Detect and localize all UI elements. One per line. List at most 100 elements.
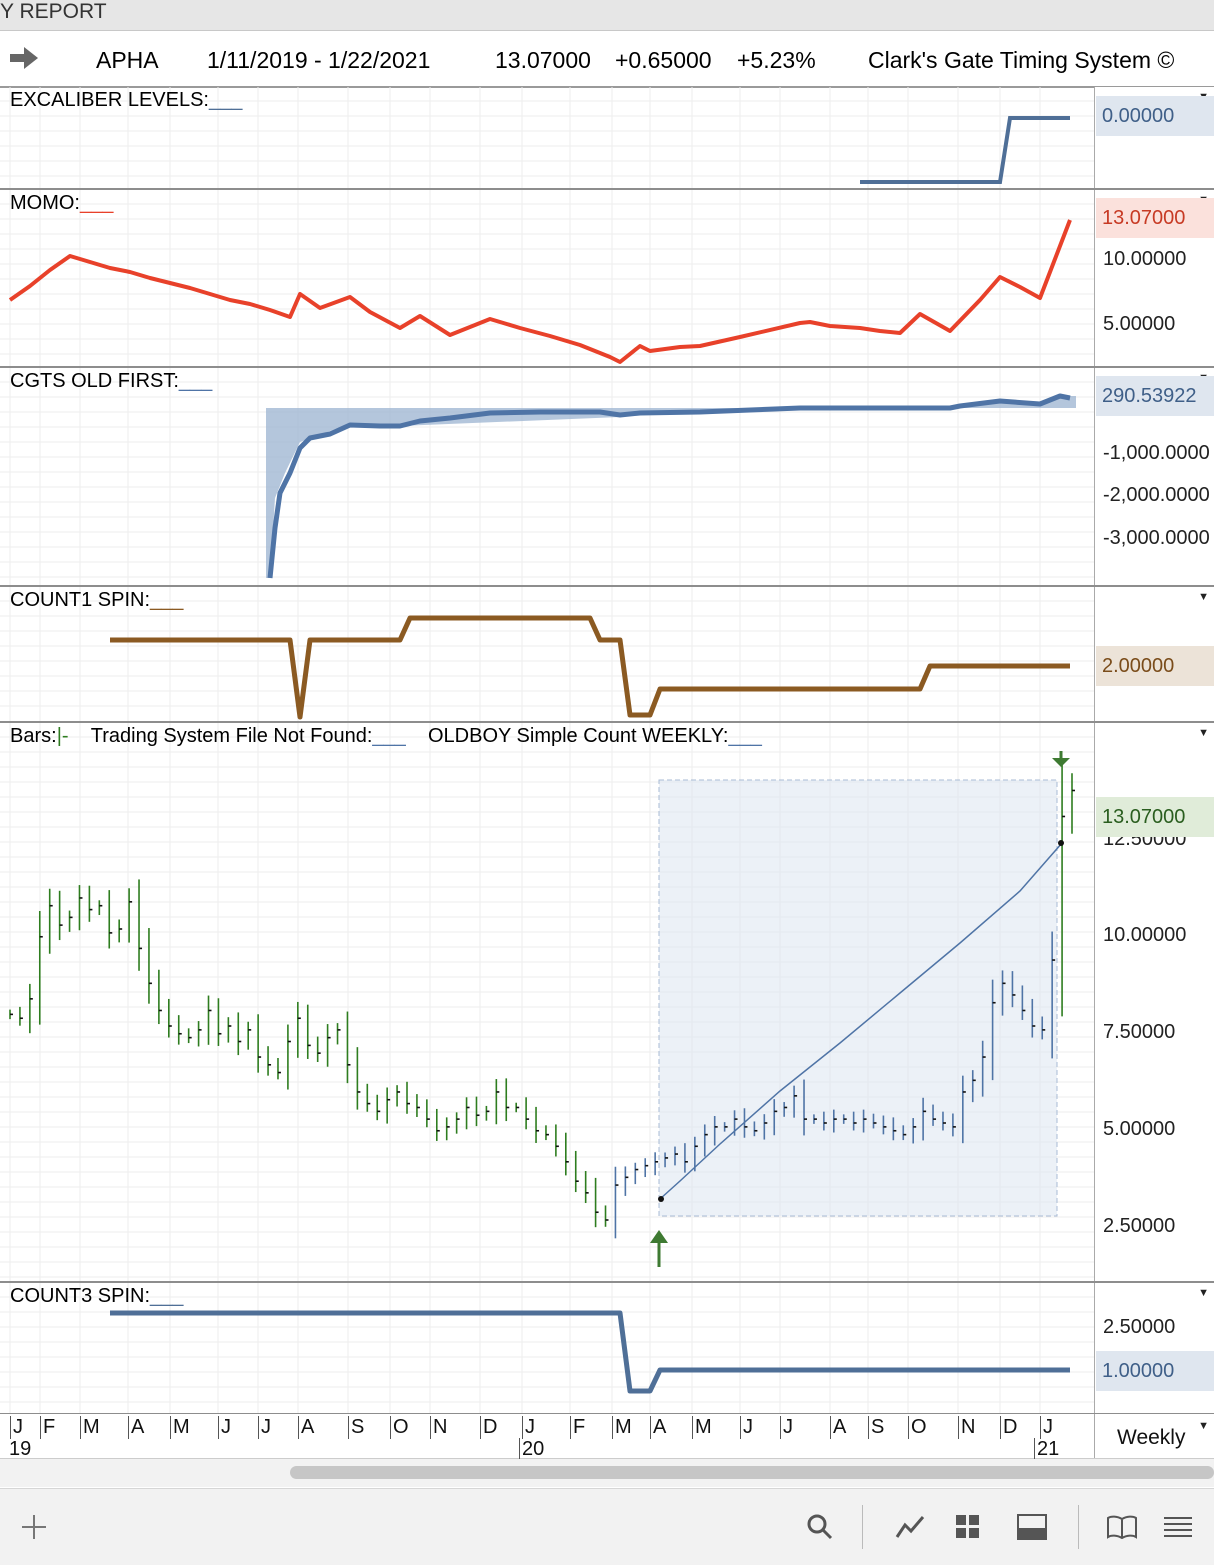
down-arrow-icon	[1052, 751, 1070, 767]
price-panel[interactable]: Bars:|- Trading System File Not Found:__…	[0, 723, 1214, 1283]
period-selector[interactable]: Weekly ▼	[1094, 1414, 1214, 1458]
cgts-tick: -2,000.0000	[1103, 484, 1210, 506]
price-change-pct: +5.23%	[737, 47, 816, 73]
cgts-plot[interactable]	[0, 368, 1094, 585]
price-tick: 2.50000	[1103, 1215, 1176, 1237]
bottom-toolbar	[0, 1488, 1214, 1565]
line-chart-icon[interactable]	[890, 1489, 930, 1565]
menu-icon[interactable]	[1158, 1489, 1198, 1565]
window-title: Y REPORT	[0, 0, 107, 23]
month-label: A	[298, 1416, 314, 1439]
price-plot[interactable]	[0, 723, 1094, 1281]
cgts-line	[267, 393, 1071, 579]
trend-line	[659, 842, 1063, 1200]
momo-grid	[0, 190, 1094, 366]
price-value-badge: 13.07000	[1096, 797, 1214, 837]
month-label: O	[390, 1416, 409, 1439]
count3-grid	[0, 1283, 1094, 1413]
momo-tick: 5.00000	[1103, 313, 1176, 335]
month-label: F	[570, 1416, 585, 1439]
period-label: Weekly	[1117, 1426, 1186, 1449]
cgts-tick: -3,000.0000	[1103, 527, 1210, 549]
projection-box	[658, 779, 1058, 1217]
month-label: A	[128, 1416, 144, 1439]
month-label: D	[1000, 1416, 1017, 1439]
trend-start-point	[658, 1196, 664, 1202]
ohlc-bars	[9, 760, 1075, 1239]
excaliber-label: EXCALIBER LEVELS:___	[10, 89, 243, 111]
cgts-area	[266, 396, 1076, 578]
month-label: M	[692, 1416, 712, 1439]
month-label: J	[740, 1416, 753, 1439]
scrollbar-thumb[interactable]	[290, 1466, 1214, 1479]
count3-label: COUNT3 SPIN:___	[10, 1285, 184, 1307]
month-label: A	[650, 1416, 666, 1439]
count1-value-badge: 2.00000	[1096, 646, 1214, 686]
excaliber-line	[860, 116, 1070, 184]
book-icon[interactable]	[1102, 1489, 1142, 1565]
month-label: J	[522, 1416, 535, 1439]
last-price: 13.07000	[495, 47, 591, 73]
excaliber-panel[interactable]: EXCALIBER LEVELS:___ ▼ 0.00000	[0, 87, 1214, 190]
momo-line	[8, 219, 1072, 364]
count1-plot[interactable]	[0, 587, 1094, 721]
month-label: J	[10, 1416, 23, 1439]
date-range: 1/11/2019 - 1/22/2021	[207, 47, 431, 73]
excaliber-plot[interactable]	[0, 87, 1094, 188]
chevron-down-icon[interactable]: ▼	[1198, 591, 1209, 603]
count3-value-badge: 1.00000	[1096, 1351, 1214, 1391]
arrow-right-icon[interactable]	[10, 47, 38, 69]
month-label: A	[830, 1416, 846, 1439]
price-tick: 10.00000	[1103, 924, 1187, 946]
cgts-value-badge: 290.53922	[1096, 376, 1214, 416]
month-label: F	[40, 1416, 55, 1439]
count1-grid	[0, 587, 1094, 721]
momo-plot[interactable]	[0, 190, 1094, 366]
momo-panel[interactable]: MOMO:___ ▼ 10.00000 5.00000 13.07000	[0, 190, 1214, 368]
symbol: APHA	[96, 47, 159, 73]
search-icon[interactable]	[800, 1489, 840, 1565]
year-label: 21	[1034, 1438, 1059, 1461]
count1-line	[110, 615, 1070, 720]
month-label: D	[480, 1416, 497, 1439]
count3-plot[interactable]	[0, 1283, 1094, 1413]
year-label: 19	[9, 1438, 32, 1460]
count3-axis[interactable]: ▼ 2.50000	[1094, 1283, 1214, 1413]
price-tick: 5.00000	[1103, 1118, 1176, 1140]
system-name: Clark's Gate Timing System ©	[868, 47, 1175, 73]
window-title-bar: Y REPORT	[0, 0, 1214, 31]
quote-bar: APHA 1/11/2019 - 1/22/2021 13.07000 +0.6…	[0, 31, 1214, 88]
chevron-down-icon[interactable]: ▼	[1198, 1287, 1209, 1299]
month-label: M	[612, 1416, 632, 1439]
grid-icon[interactable]	[948, 1489, 988, 1565]
momo-label: MOMO:___	[10, 192, 114, 214]
toolbar-separator	[1078, 1505, 1079, 1549]
month-label: N	[430, 1416, 447, 1439]
month-label: M	[170, 1416, 190, 1439]
chevron-down-icon[interactable]: ▼	[1198, 1420, 1209, 1432]
add-icon[interactable]	[14, 1489, 54, 1565]
excaliber-grid	[0, 87, 1094, 188]
month-label: J	[218, 1416, 231, 1439]
count3-panel[interactable]: COUNT3 SPIN:___ ▼ 2.50000 1.00000	[0, 1283, 1214, 1414]
month-label: M	[80, 1416, 100, 1439]
cgts-panel[interactable]: CGTS OLD FIRST:___ ▼ -1,000.0000 -2,000.…	[0, 368, 1214, 587]
month-label: J	[258, 1416, 271, 1439]
momo-tick: 10.00000	[1103, 248, 1187, 270]
cgts-grid	[0, 368, 1094, 585]
count1-panel[interactable]: COUNT1 SPIN:___ ▼ 2.00000	[0, 587, 1214, 723]
count1-label: COUNT1 SPIN:___	[10, 589, 184, 611]
month-label: J	[1040, 1416, 1053, 1439]
month-label: J	[780, 1416, 793, 1439]
cgts-tick: -1,000.0000	[1103, 442, 1210, 464]
excaliber-value-badge: 0.00000	[1096, 96, 1214, 136]
trend-end-point	[1058, 840, 1064, 846]
count3-line	[110, 1310, 1070, 1394]
horizontal-scrollbar[interactable]	[0, 1459, 1214, 1487]
chevron-down-icon[interactable]: ▼	[1198, 727, 1209, 739]
panel-icon[interactable]	[1012, 1489, 1052, 1565]
price-tick: 7.50000	[1103, 1021, 1176, 1043]
up-arrow-icon	[650, 1230, 668, 1267]
month-label: O	[908, 1416, 927, 1439]
